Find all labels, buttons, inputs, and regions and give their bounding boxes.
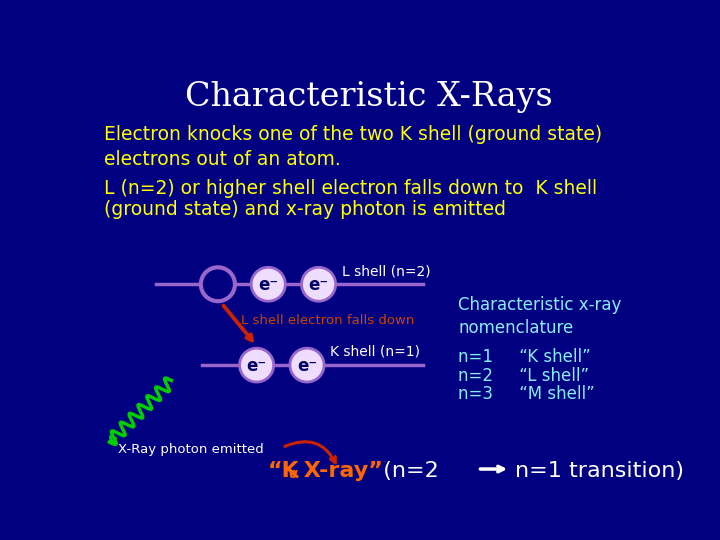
Text: L (n=2) or higher shell electron falls down to  K shell: L (n=2) or higher shell electron falls d…	[104, 179, 597, 198]
Text: e⁻: e⁻	[246, 357, 266, 375]
Text: n=1 transition): n=1 transition)	[515, 461, 684, 481]
Text: Characteristic x-ray
nomenclature: Characteristic x-ray nomenclature	[458, 296, 621, 338]
Text: L shell (n=2): L shell (n=2)	[342, 265, 431, 279]
Text: K shell (n=1): K shell (n=1)	[330, 344, 420, 358]
Circle shape	[251, 267, 285, 301]
Text: (n=2: (n=2	[369, 461, 438, 481]
Text: X-Ray photon emitted: X-Ray photon emitted	[118, 443, 264, 456]
Circle shape	[302, 267, 336, 301]
Text: “K: “K	[269, 461, 300, 481]
Text: n=2     “L shell”: n=2 “L shell”	[458, 367, 589, 384]
Text: e⁻: e⁻	[258, 276, 279, 294]
Text: L shell electron falls down: L shell electron falls down	[241, 314, 415, 327]
Text: e⁻: e⁻	[309, 276, 329, 294]
Text: n=3     “M shell”: n=3 “M shell”	[458, 385, 595, 403]
Text: X-ray”: X-ray”	[296, 461, 383, 481]
Text: e⁻: e⁻	[297, 357, 317, 375]
Circle shape	[201, 267, 235, 301]
Text: (ground state) and x-ray photon is emitted: (ground state) and x-ray photon is emitt…	[104, 200, 506, 219]
Text: Characteristic X-Rays: Characteristic X-Rays	[185, 81, 553, 113]
Text: Electron knocks one of the two K shell (ground state)
electrons out of an atom.: Electron knocks one of the two K shell (…	[104, 125, 602, 169]
Text: α: α	[289, 468, 298, 482]
Circle shape	[240, 348, 274, 382]
Text: n=1     “K shell”: n=1 “K shell”	[458, 348, 591, 366]
Circle shape	[290, 348, 324, 382]
